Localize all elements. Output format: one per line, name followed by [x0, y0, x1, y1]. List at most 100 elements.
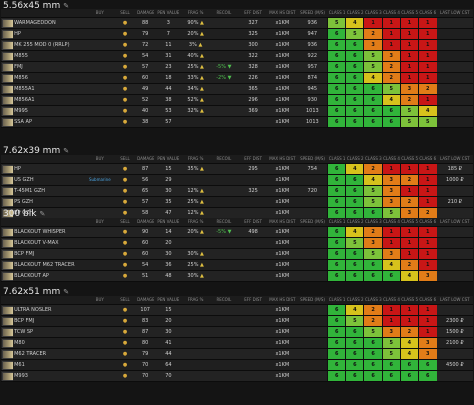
armor-class-cell: 6: [327, 39, 346, 51]
sell-cell: ●: [113, 174, 137, 186]
table-row[interactable]: M855A1 ● 49 44 34% ▲ 365 x1KM 945 6 6 6 5 3 2: [1, 83, 473, 95]
sell-cell: ●: [113, 105, 137, 117]
table-row[interactable]: WARMAGEDDON ● 88 3 90% ▲ 327 x1KM 936 5 4 1 1 1 1: [1, 17, 473, 29]
class-header: CLASS 3: [363, 218, 383, 227]
ammo-name: M995: [13, 105, 86, 117]
ammo-note: Submarine: [85, 174, 114, 186]
frag-value: 33%: [187, 75, 199, 81]
frag-value: 90%: [187, 20, 199, 26]
table-row[interactable]: BP GZH ● 58 47 12% ▲ x1KM 6 6 6 5 3 2: [1, 207, 473, 219]
table-row[interactable]: HP ● 79 7 20% ▲ 325 x1KM 947 6 5 2 1 1 1: [1, 28, 473, 40]
speed-value: 936: [297, 17, 328, 29]
speed-value: [297, 304, 328, 316]
armor-class-cell: 6: [345, 337, 364, 349]
ammo-name: M855A1: [13, 83, 86, 95]
sell-cell: ●: [113, 248, 137, 260]
armor-class-cell: 1: [363, 17, 383, 29]
table-row[interactable]: TCW SP ● 87 30 x1KM 6 6 5 3 2 1 1500 ₽: [1, 326, 473, 338]
ammo-note: [85, 226, 114, 238]
pen-value: 47: [154, 207, 183, 219]
column-header: [1, 155, 14, 164]
table-row[interactable]: PS GZH ● 57 35 25% ▲ x1KM 6 6 5 3 2 1 210 ₽: [1, 196, 473, 208]
eff-dist-value: [238, 207, 268, 219]
max-hs-dist-value: x1KM: [267, 359, 298, 371]
max-hs-dist-value: x1KM: [267, 337, 298, 349]
edit-pencil-icon[interactable]: ✎: [39, 210, 46, 218]
armor-class-cell: 1: [399, 304, 419, 316]
table-row[interactable]: M856A1 ● 52 38 52% ▲ 296 x1KM 930 6 6 6 4 2 1: [1, 94, 473, 106]
sell-cell: ●: [113, 72, 137, 84]
max-hs-dist-value: x1KM: [267, 39, 298, 51]
column-header: [1, 296, 14, 305]
armor-class-cell: 3: [381, 50, 401, 62]
table-row[interactable]: BCP FMJ ● 83 20 x1KM 6 5 2 1 1 1 2300 ₽: [1, 315, 473, 327]
ammo-note: [85, 83, 114, 95]
class-header: CLASS 4: [382, 155, 401, 164]
table-row[interactable]: ULTRA NOSLER ● 107 15 x1KM 6 4 2 1 1 1: [1, 304, 473, 316]
ammo-icon-cell: [1, 174, 14, 186]
cost-value: 4500 ₽: [436, 359, 473, 371]
armor-class-cell: 1: [381, 28, 401, 40]
table-row[interactable]: BLACKOUT M62 TRACER ● 54 36 25% ▲ x1KM 6 6 6 4 2 1: [1, 259, 473, 271]
table-row[interactable]: M855 ● 54 31 40% ▲ 322 x1KM 922 6 6 5 3 1 1: [1, 50, 473, 62]
edit-pencil-icon[interactable]: ✎: [63, 147, 70, 155]
frag-value: 30%: [187, 251, 199, 257]
table-row[interactable]: US GZH Submarine ● 56 29 x1KM 6 6 4 3 2 1 1000 ₽: [1, 174, 473, 186]
caret-up-icon: ▲: [198, 166, 204, 172]
recoil-cell: [208, 50, 239, 62]
armor-class-cell: 1: [399, 72, 419, 84]
table-row[interactable]: MK 255 MOD 0 (RRLP) ● 72 11 3% ▲ 300 x1KM 936 6 6…: [1, 39, 473, 51]
cost-value: [436, 207, 473, 219]
column-header: PEN VALUE: [154, 9, 183, 18]
armor-class-cell: 3: [399, 83, 419, 95]
coin-icon: ●: [122, 97, 128, 103]
sell-cell: ●: [113, 259, 137, 271]
max-hs-dist-value: x1KM: [267, 163, 298, 175]
bullet-icon: [2, 30, 14, 39]
table-row[interactable]: SSA AP ● 38 57 x1KM 1013 6 6 6 6 5 5: [1, 116, 473, 128]
recoil-cell: [208, 259, 239, 271]
table-row[interactable]: M80 ● 80 41 x1KM 6 6 6 5 4 3 2100 ₽: [1, 337, 473, 349]
frag-cell: [182, 348, 209, 360]
cost-value: [436, 370, 473, 382]
pen-value: 64: [154, 359, 183, 371]
table-row[interactable]: T-45M1 GZH ● 65 30 12% ▲ 325 x1KM 720 6 6 5 3 1 1: [1, 185, 473, 197]
caret-up-icon: ▲: [198, 262, 204, 268]
speed-value: [297, 237, 328, 249]
edit-pencil-icon[interactable]: ✎: [63, 2, 70, 10]
table-row[interactable]: BLACKOUT WHISPER ● 90 14 20% ▲ -5% ▼ 498 x1KM 6 4…: [1, 226, 473, 238]
coin-icon: ●: [122, 373, 128, 379]
damage-value: 49: [136, 83, 155, 95]
armor-class-cell: 2: [399, 259, 419, 271]
frag-cell: 33% ▲: [182, 72, 209, 84]
sell-cell: ●: [113, 116, 137, 128]
cost-value: 2300 ₽: [436, 315, 473, 327]
table-row[interactable]: M995 ● 40 53 32% ▲ 369 x1KM 1013 6 6 6 6 5 4: [1, 105, 473, 117]
armor-class-cell: 6: [327, 50, 346, 62]
ammo-icon-cell: [1, 348, 14, 360]
armor-class-cell: 6: [327, 207, 346, 219]
armor-class-cell: 6: [327, 348, 346, 360]
armor-class-cell: 3: [363, 39, 383, 51]
edit-pencil-icon[interactable]: ✎: [63, 288, 70, 296]
recoil-cell: [208, 196, 239, 208]
max-hs-dist-value: x1KM: [267, 116, 298, 128]
sell-cell: ●: [113, 304, 137, 316]
table-row[interactable]: M993 ● 70 70 x1KM 6 6 6 6 6 6: [1, 370, 473, 382]
table-row[interactable]: HP ● 87 15 35% ▲ 295 x1KM 754 6 4 2 1 1 1 185 ₽: [1, 163, 473, 175]
eff-dist-value: [238, 196, 268, 208]
ammo-name: ULTRA NOSLER: [13, 304, 86, 316]
armor-class-cell: 1: [399, 50, 419, 62]
frag-cell: [182, 370, 209, 382]
table-row[interactable]: M62 TRACER ● 79 44 x1KM 6 6 6 5 4 3: [1, 348, 473, 360]
table-row[interactable]: M61 ● 70 64 x1KM 6 6 6 6 6 6 4500 ₽: [1, 359, 473, 371]
bullet-icon: [2, 250, 14, 259]
coin-icon: ●: [122, 188, 128, 194]
table-row[interactable]: BLACKOUT AP ● 51 48 30% ▲ x1KM 6 6 6 6 4 3: [1, 270, 473, 282]
table-row[interactable]: BCP FMJ ● 60 30 30% ▲ x1KM 6 6 5 3 1 1: [1, 248, 473, 260]
table-row[interactable]: FMJ ● 57 23 25% ▲ -5% ▼ 328 x1KM 957 6 6 5 2 1 1: [1, 61, 473, 73]
ammo-note: [85, 337, 114, 349]
table-row[interactable]: M856 ● 60 18 33% ▲ -2% ▼ 226 x1KM 874 6 6 4 2 1 1: [1, 72, 473, 84]
recoil-cell: [208, 304, 239, 316]
table-row[interactable]: BLACKOUT V-MAX ● 60 20 x1KM 6 5 3 1 1 1: [1, 237, 473, 249]
